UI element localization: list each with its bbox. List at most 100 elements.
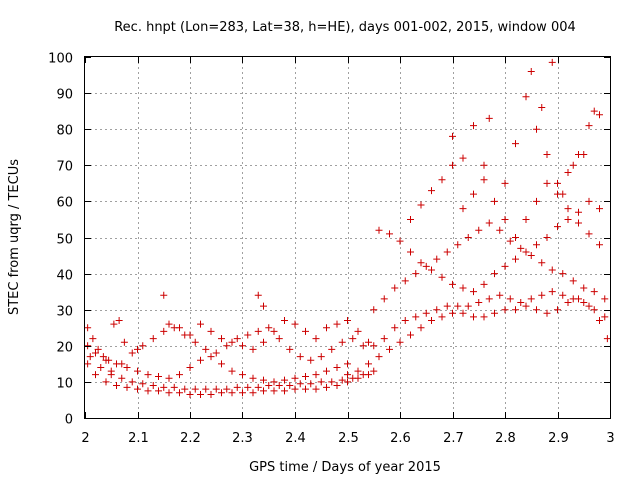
data-point: [144, 387, 152, 395]
data-point: [491, 270, 498, 278]
data-point: [564, 205, 572, 213]
data-point: [585, 122, 593, 130]
x-axis-label: GPS time / Days of year 2015: [249, 460, 441, 475]
data-point: [417, 201, 425, 209]
data-point: [533, 197, 540, 205]
data-point: [89, 335, 97, 343]
data-point: [118, 374, 126, 382]
data-point: [569, 295, 577, 303]
y-tick-label: 40: [56, 269, 73, 284]
data-point: [407, 331, 414, 339]
data-point: [480, 313, 488, 321]
data-point: [512, 140, 519, 148]
data-point: [197, 391, 204, 399]
data-point: [249, 374, 257, 382]
data-point: [585, 230, 593, 238]
data-point: [464, 302, 472, 310]
data-point: [417, 324, 425, 332]
data-point: [527, 67, 535, 75]
x-tick-label: 2: [81, 431, 89, 446]
data-point: [475, 298, 483, 306]
x-tick-label: 2.1: [128, 431, 149, 446]
data-point: [464, 234, 472, 241]
y-tick-label: 20: [56, 341, 73, 356]
data-point: [480, 161, 488, 169]
data-point: [233, 335, 241, 343]
data-point: [92, 349, 99, 357]
data-point: [569, 277, 577, 285]
data-point: [105, 356, 113, 364]
data-point: [596, 205, 603, 213]
data-point: [270, 387, 278, 395]
data-point: [149, 335, 157, 343]
data-point: [449, 309, 456, 317]
y-tick-label: 70: [56, 160, 73, 175]
data-point: [260, 302, 267, 310]
data-point: [92, 371, 99, 379]
data-point: [459, 154, 467, 162]
data-point: [380, 335, 388, 343]
data-point: [501, 262, 509, 270]
data-point: [365, 360, 372, 368]
data-point: [559, 190, 567, 198]
data-point: [491, 309, 498, 317]
data-point: [533, 241, 540, 249]
data-point: [328, 378, 336, 386]
data-point: [223, 385, 231, 393]
data-point: [522, 215, 530, 223]
data-point: [590, 107, 598, 115]
data-point: [590, 306, 598, 314]
data-point: [265, 324, 273, 332]
data-point: [291, 385, 299, 393]
data-point: [485, 219, 493, 227]
data-point: [422, 262, 430, 270]
data-point: [302, 385, 309, 393]
data-point: [260, 376, 267, 384]
data-point: [517, 244, 525, 252]
data-point: [249, 389, 257, 397]
data-point: [176, 324, 183, 332]
x-tick-label: 2.8: [495, 431, 516, 446]
data-point: [191, 338, 199, 346]
data-point: [428, 266, 435, 274]
data-point: [270, 327, 278, 335]
data-points: [84, 58, 611, 399]
data-point: [485, 295, 493, 303]
data-point: [197, 320, 204, 328]
data-point: [375, 353, 383, 361]
data-point: [176, 389, 183, 397]
data-point: [212, 385, 220, 393]
data-point: [512, 255, 519, 263]
data-point: [102, 378, 110, 386]
data-point: [543, 309, 551, 317]
data-point: [115, 317, 123, 325]
data-point: [480, 280, 488, 288]
data-point: [533, 306, 540, 314]
data-point: [538, 104, 546, 112]
data-point: [554, 179, 561, 187]
data-point: [391, 324, 399, 332]
data-point: [548, 266, 556, 274]
y-axis-label: STEC from uqrg / TECUs: [7, 159, 22, 315]
data-point: [94, 345, 102, 353]
data-point: [202, 385, 210, 393]
data-point: [328, 345, 336, 353]
x-tick-label: 2.3: [232, 431, 253, 446]
data-point: [506, 237, 514, 245]
data-point: [207, 327, 215, 335]
x-tick-label: 2.9: [548, 431, 569, 446]
data-point: [139, 342, 147, 350]
data-point: [212, 349, 220, 357]
y-tick-label: 100: [48, 52, 73, 67]
data-point: [123, 363, 131, 371]
y-tick-label: 60: [56, 196, 73, 211]
data-point: [580, 150, 588, 158]
y-axis-ticks: 0 10 20 30 40 50 60 70 80 90 100: [48, 52, 610, 428]
data-point: [118, 360, 126, 368]
data-point: [554, 223, 561, 231]
data-point: [438, 313, 446, 321]
data-point: [580, 298, 588, 306]
data-point: [84, 324, 92, 332]
data-point: [134, 385, 141, 393]
data-point: [186, 331, 194, 339]
